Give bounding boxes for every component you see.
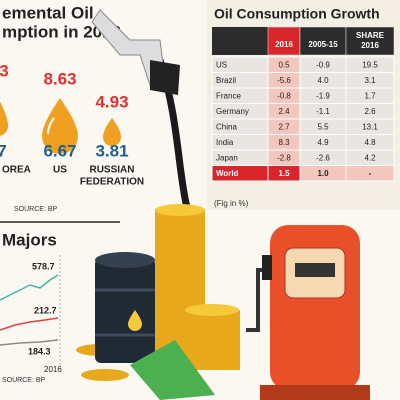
header-text-line: 2016: [361, 41, 379, 50]
majors-year: 2016: [44, 365, 62, 374]
row-label: India: [216, 138, 234, 147]
trend-line: [0, 317, 59, 331]
header-text: SHARE 2016: [356, 31, 385, 50]
drop-value-top: 3: [0, 61, 9, 80]
coin: [81, 369, 129, 381]
pump-nozzle: [262, 255, 272, 280]
majors-label: 578.7: [32, 261, 55, 271]
drop-label: OREA: [2, 165, 31, 176]
table-title: Oil Consumption Growth: [214, 6, 380, 22]
cell-value: -1.1: [316, 107, 330, 116]
barrel-drop: [128, 310, 142, 331]
cell-value: 1.7: [364, 91, 376, 100]
left-title: mption in 2016: [2, 22, 121, 41]
cell-value: -5.6: [277, 76, 291, 85]
barrel-top: [95, 252, 155, 268]
drop-icon: [103, 118, 121, 146]
cell-value: 4.9: [317, 138, 329, 147]
cell-value: -1.9: [316, 91, 330, 100]
drop-value-bottom: 6.67: [43, 141, 76, 160]
cell-value: 1.5: [278, 169, 290, 178]
drop-value-bottom: 3.81: [95, 141, 128, 160]
source: SOURCE: BP: [2, 377, 46, 384]
trend-line: [0, 339, 59, 346]
majors-label: 212.7: [34, 305, 57, 315]
drop-value-top: 8.63: [43, 69, 76, 88]
coin: [155, 204, 205, 216]
cell-value: -2.8: [277, 153, 291, 162]
majors-title: Majors: [2, 230, 57, 249]
drop-label: FEDERATION: [80, 177, 144, 188]
row-label: World: [216, 169, 239, 178]
trend-line: [0, 274, 59, 301]
cell-value: 4.8: [364, 138, 376, 147]
table-cell: [345, 165, 395, 182]
row-label: Japan: [216, 153, 238, 162]
banknote: [130, 340, 215, 400]
cell-value: -0.9: [316, 60, 330, 69]
cell-value: 3.1: [364, 76, 376, 85]
drop-label: RUSSIAN: [89, 165, 134, 176]
left-title: emental Oil: [2, 3, 94, 22]
header-text: 2005-15: [308, 40, 338, 49]
coin-stack: [185, 310, 240, 370]
drop-icon: [0, 101, 8, 136]
header-cell: [267, 26, 301, 56]
cell-value: 2.7: [278, 122, 290, 131]
cell-value: -2.6: [316, 153, 330, 162]
row-label: China: [216, 122, 237, 131]
row-label: US: [216, 60, 227, 69]
pump-counter: [295, 263, 335, 277]
header-cell: [299, 26, 347, 56]
cell-value: 4.2: [364, 153, 376, 162]
cell-value: 2.4: [278, 107, 290, 116]
cell-value: 13.1: [362, 122, 378, 131]
cell-value: 2.6: [364, 107, 376, 116]
header-text-line: SHARE: [356, 31, 385, 40]
cell-value: 19.5: [362, 60, 378, 69]
drop-value-bottom: 7: [0, 141, 7, 160]
header-text: 2016: [275, 40, 293, 49]
coin: [185, 304, 239, 316]
cell-value: 5.5: [317, 122, 329, 131]
cell-value: 4.0: [317, 76, 329, 85]
majors-label: 184.3: [28, 346, 51, 356]
drop-shine: [47, 117, 55, 135]
barrel: [95, 258, 155, 363]
header-cell: [345, 26, 395, 56]
source: SOURCE: BP: [14, 206, 58, 213]
pump-base: [260, 385, 370, 400]
nozzle-handle: [150, 60, 180, 95]
header-cell: [212, 27, 268, 55]
drop-icon: [42, 98, 78, 154]
row-label: Brazil: [216, 76, 236, 85]
drop-label: US: [53, 165, 67, 176]
cell-value: -: [369, 169, 372, 178]
row-label: Germany: [216, 107, 249, 116]
row-label: France: [216, 91, 241, 100]
cell-value: 8.3: [278, 138, 290, 147]
table-note: (Fig in %): [214, 199, 249, 208]
cell-value: 0.5: [278, 60, 290, 69]
drop-value-top: 4.93: [95, 92, 128, 111]
cell-value: -0.8: [277, 91, 291, 100]
cell-value: 1.0: [317, 169, 329, 178]
